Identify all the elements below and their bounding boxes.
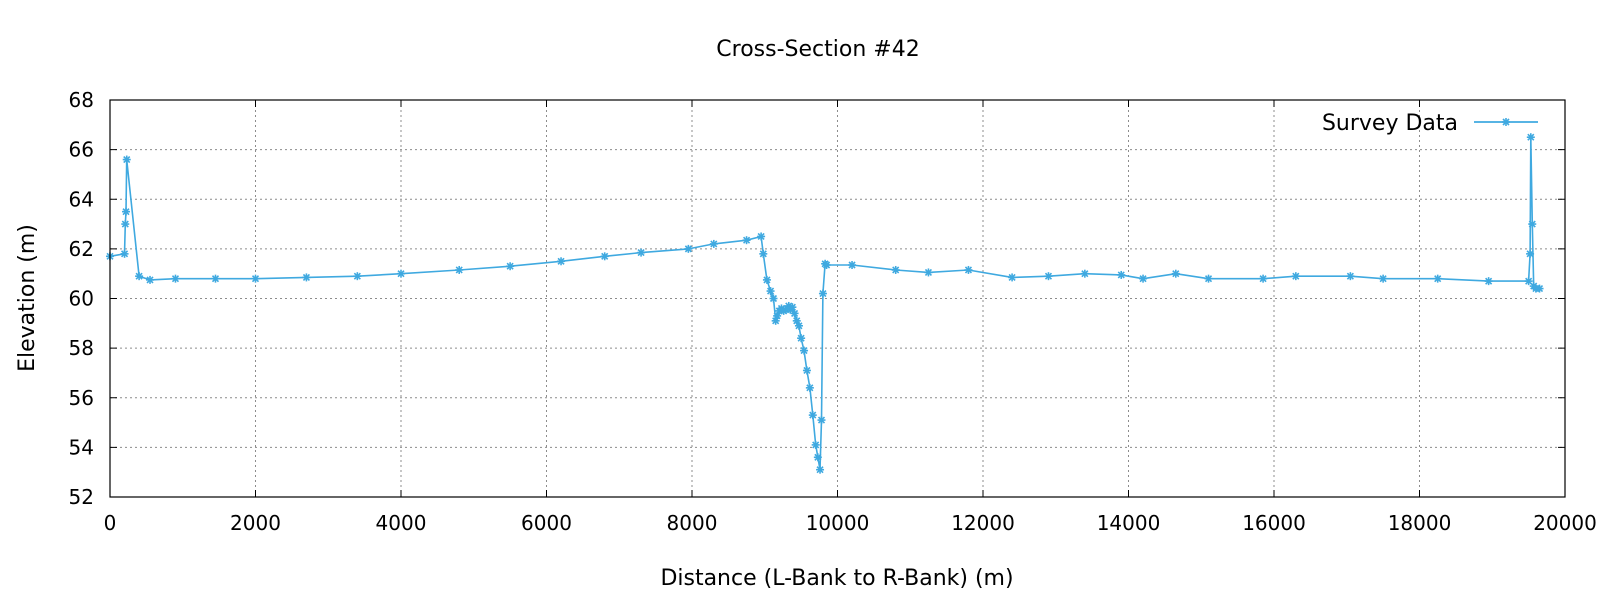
data-point: [171, 274, 180, 283]
data-point: [455, 265, 464, 274]
data-point: [121, 220, 130, 229]
data-point: [794, 321, 803, 330]
data-point: [757, 232, 766, 241]
data-point: [251, 274, 260, 283]
x-tick-label: 20000: [1533, 511, 1597, 535]
data-point: [742, 236, 751, 245]
data-point: [122, 155, 131, 164]
data-point: [302, 273, 311, 282]
data-point: [808, 411, 817, 420]
data-point: [146, 275, 155, 284]
data-point: [1526, 249, 1535, 258]
data-point: [506, 262, 515, 271]
data-point: [120, 249, 129, 258]
x-tick-label: 10000: [806, 511, 870, 535]
data-point: [1535, 284, 1544, 293]
data-point: [818, 289, 827, 298]
data-point: [797, 334, 806, 343]
chart-title: Cross-Section #42: [716, 37, 919, 62]
data-point: [1139, 274, 1148, 283]
data-point: [759, 249, 768, 258]
x-tick-label: 18000: [1388, 511, 1452, 535]
data-point: [600, 252, 609, 261]
x-tick-label: 16000: [1242, 511, 1306, 535]
legend-label: Survey Data: [1322, 111, 1458, 136]
legend-marker: [1502, 118, 1510, 126]
y-tick-label: 64: [69, 187, 94, 211]
data-point: [816, 465, 825, 474]
y-axis-label: Elevation (m): [15, 224, 40, 372]
data-point: [811, 440, 820, 449]
data-point: [1502, 118, 1510, 126]
data-point: [964, 265, 973, 274]
data-point: [1008, 273, 1017, 282]
data-point: [1080, 269, 1089, 278]
x-tick-label: 0: [104, 511, 117, 535]
data-point: [802, 366, 811, 375]
data-point: [817, 416, 826, 425]
data-point: [1204, 274, 1213, 283]
x-tick-label: 8000: [667, 511, 718, 535]
data-point: [788, 303, 797, 312]
data-point: [211, 274, 220, 283]
data-point: [1528, 220, 1537, 229]
axis-ticks: 0 2000 4000 6000 8000 10000 12000 14000 16000 180…: [69, 88, 1597, 535]
data-point: [1526, 133, 1535, 142]
data-point: [353, 272, 362, 281]
data-point: [769, 294, 778, 303]
y-tick-label: 62: [69, 237, 94, 261]
data-point: [800, 346, 809, 355]
x-axis-label: Distance (L-Bank to R-Bank) (m): [660, 566, 1013, 591]
data-point: [1484, 277, 1493, 286]
x-tick-label: 2000: [230, 511, 281, 535]
data-point: [1044, 272, 1053, 281]
data-point: [557, 257, 566, 266]
y-tick-label: 60: [69, 287, 94, 311]
data-point: [397, 269, 405, 278]
data-point: [709, 239, 718, 248]
series-survey-data: [106, 133, 1544, 474]
data-point: [805, 383, 814, 392]
legend: Survey Data: [1322, 111, 1538, 136]
data-point: [848, 261, 857, 270]
data-point: [637, 248, 646, 257]
y-tick-label: 52: [69, 485, 94, 509]
data-point: [924, 268, 933, 277]
x-tick-label: 12000: [951, 511, 1015, 535]
data-point: [1346, 272, 1355, 281]
y-tick-label: 68: [69, 88, 94, 112]
data-point: [790, 309, 799, 318]
data-point: [1291, 272, 1300, 281]
grid-lines: [110, 100, 1565, 497]
x-tick-label: 6000: [521, 511, 572, 535]
y-tick-label: 56: [69, 386, 94, 410]
x-tick-label: 14000: [1097, 511, 1161, 535]
data-point: [1259, 274, 1268, 283]
data-point: [122, 207, 131, 216]
data-point: [135, 272, 144, 281]
plot-frame: [109, 99, 1566, 498]
data-point: [1117, 270, 1126, 279]
data-point: [891, 265, 900, 274]
data-point: [762, 275, 771, 284]
data-point: [684, 244, 693, 253]
y-tick-label: 58: [69, 336, 94, 360]
y-tick-label: 54: [69, 435, 94, 459]
data-point: [1433, 274, 1442, 283]
y-tick-label: 66: [69, 138, 94, 162]
data-point: [766, 287, 775, 296]
data-point: [813, 453, 822, 462]
data-point: [822, 261, 831, 270]
data-point: [1379, 274, 1388, 283]
data-point: [1524, 277, 1533, 286]
data-point: [1171, 269, 1180, 278]
x-tick-label: 4000: [376, 511, 427, 535]
